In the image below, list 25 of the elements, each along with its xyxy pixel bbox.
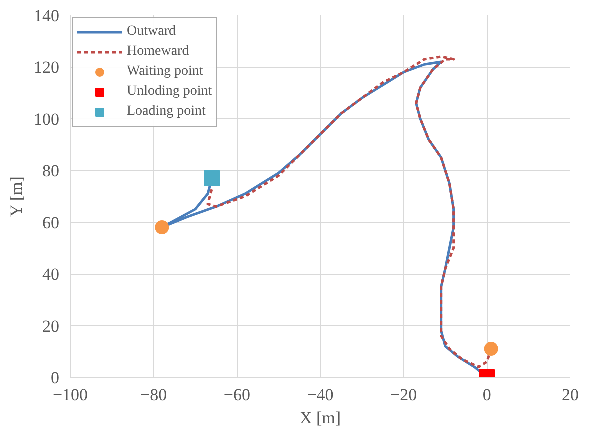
y-tick-label: 60 [42,213,60,232]
y-tick-label: 120 [34,58,60,78]
x-tick-label: −40 [307,386,334,404]
legend-label: Homeward [127,44,190,60]
y-tick-label: 100 [34,110,60,129]
y-tick-label: 140 [34,6,60,26]
point [155,220,170,235]
x-tick-label: −60 [224,386,250,404]
x-tick-label: −20 [390,386,418,404]
y-tick-label: 0 [51,368,60,388]
y-tick-label: 20 [42,316,60,336]
x-tick-label: −100 [52,386,88,404]
legend-label: Outward [127,24,176,40]
x-tick-label: 0 [482,386,492,404]
legend-label: Waiting point [127,64,204,80]
x-tick-label: 20 [562,386,579,404]
legend-label: Unloding point [127,84,212,100]
x-tick-label: −80 [140,386,168,404]
point [204,170,220,186]
y-tick-label: 80 [42,162,60,181]
point [484,342,498,356]
y-tick-label: 40 [42,265,60,284]
x-axis-title: X [m] [300,408,342,428]
y-axis-title: Y [m] [7,176,26,218]
legend-label: Loading point [127,104,206,120]
